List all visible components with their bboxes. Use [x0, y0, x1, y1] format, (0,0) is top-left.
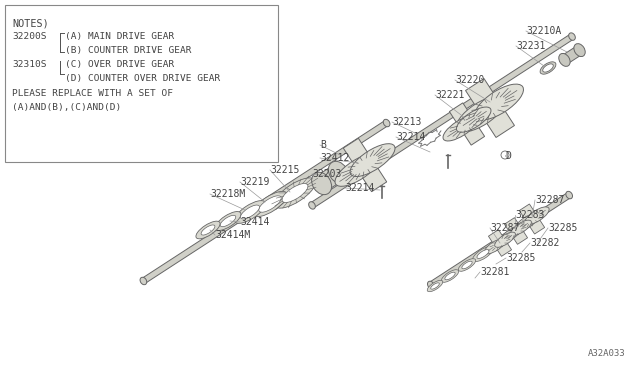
- Text: 32412: 32412: [320, 153, 349, 163]
- Ellipse shape: [475, 84, 524, 120]
- Text: 32310S: 32310S: [12, 60, 47, 69]
- Ellipse shape: [574, 44, 585, 57]
- Ellipse shape: [472, 246, 493, 262]
- Text: 32210A: 32210A: [526, 26, 561, 36]
- Text: (C) OVER DRIVE GEAR: (C) OVER DRIVE GEAR: [65, 60, 174, 69]
- Ellipse shape: [259, 196, 281, 212]
- Ellipse shape: [431, 283, 439, 289]
- Ellipse shape: [458, 259, 476, 271]
- Text: NOTES): NOTES): [12, 18, 49, 28]
- Ellipse shape: [201, 225, 215, 235]
- Polygon shape: [519, 204, 545, 234]
- Text: (B) COUNTER DRIVE GEAR: (B) COUNTER DRIVE GEAR: [65, 46, 191, 55]
- Polygon shape: [562, 46, 582, 64]
- Ellipse shape: [442, 270, 459, 282]
- Ellipse shape: [443, 116, 477, 141]
- Text: 32213: 32213: [392, 117, 421, 127]
- Ellipse shape: [525, 207, 549, 225]
- Ellipse shape: [477, 250, 489, 259]
- Text: 32214: 32214: [396, 132, 426, 142]
- Ellipse shape: [335, 154, 380, 186]
- Ellipse shape: [275, 178, 316, 208]
- Text: 32203: 32203: [312, 169, 341, 179]
- Text: 32219: 32219: [240, 177, 269, 187]
- Text: 32215: 32215: [270, 165, 300, 175]
- Bar: [5, 5, 278, 162]
- Text: (D) COUNTER OVER DRIVE GEAR: (D) COUNTER OVER DRIVE GEAR: [65, 74, 220, 83]
- Text: 32200S: 32200S: [12, 32, 47, 41]
- Ellipse shape: [196, 221, 220, 239]
- Ellipse shape: [428, 281, 434, 289]
- Ellipse shape: [253, 191, 287, 217]
- Text: B: B: [320, 140, 326, 150]
- Text: 32218M: 32218M: [210, 189, 245, 199]
- Polygon shape: [488, 230, 511, 256]
- Ellipse shape: [462, 261, 472, 269]
- Ellipse shape: [500, 227, 522, 242]
- Text: 32414M: 32414M: [215, 230, 250, 240]
- Circle shape: [501, 151, 509, 159]
- Polygon shape: [449, 103, 484, 145]
- Ellipse shape: [140, 277, 147, 285]
- Text: 32287: 32287: [490, 223, 520, 233]
- Text: 32231: 32231: [516, 41, 545, 51]
- Polygon shape: [317, 165, 343, 191]
- Text: A32A033: A32A033: [588, 349, 625, 358]
- Polygon shape: [310, 34, 573, 208]
- Ellipse shape: [543, 64, 554, 72]
- Ellipse shape: [495, 232, 515, 247]
- Ellipse shape: [456, 107, 491, 132]
- Ellipse shape: [540, 62, 556, 74]
- Polygon shape: [504, 218, 527, 244]
- Ellipse shape: [241, 205, 259, 219]
- Ellipse shape: [312, 172, 332, 195]
- Ellipse shape: [383, 119, 390, 127]
- Ellipse shape: [445, 272, 455, 280]
- Ellipse shape: [484, 239, 506, 254]
- Text: 32214: 32214: [345, 183, 374, 193]
- Ellipse shape: [515, 214, 539, 231]
- Ellipse shape: [328, 161, 348, 184]
- Text: 32283: 32283: [515, 210, 545, 220]
- Ellipse shape: [569, 33, 575, 40]
- Ellipse shape: [566, 191, 573, 199]
- Ellipse shape: [559, 54, 570, 66]
- Text: (A)AND(B),(C)AND(D): (A)AND(B),(C)AND(D): [12, 103, 121, 112]
- Ellipse shape: [220, 215, 236, 227]
- Ellipse shape: [234, 201, 266, 223]
- Polygon shape: [343, 138, 387, 192]
- Ellipse shape: [511, 220, 531, 235]
- Text: (A) MAIN DRIVE GEAR: (A) MAIN DRIVE GEAR: [65, 32, 174, 41]
- Text: 32287: 32287: [535, 195, 564, 205]
- Text: 32221: 32221: [435, 90, 465, 100]
- Ellipse shape: [456, 96, 505, 132]
- Polygon shape: [141, 121, 388, 283]
- Polygon shape: [465, 78, 515, 138]
- Text: 32285: 32285: [506, 253, 536, 263]
- Text: PLEASE REPLACE WITH A SET OF: PLEASE REPLACE WITH A SET OF: [12, 89, 173, 98]
- Ellipse shape: [282, 183, 308, 202]
- Ellipse shape: [308, 202, 316, 209]
- Polygon shape: [429, 193, 571, 288]
- Text: 32281: 32281: [480, 267, 509, 277]
- Ellipse shape: [215, 212, 241, 231]
- Ellipse shape: [428, 280, 443, 292]
- Text: 32220: 32220: [455, 75, 484, 85]
- Text: 32282: 32282: [530, 238, 559, 248]
- Text: 32285: 32285: [548, 223, 577, 233]
- Ellipse shape: [350, 144, 395, 176]
- Text: D: D: [505, 151, 511, 161]
- Text: 32414: 32414: [240, 217, 269, 227]
